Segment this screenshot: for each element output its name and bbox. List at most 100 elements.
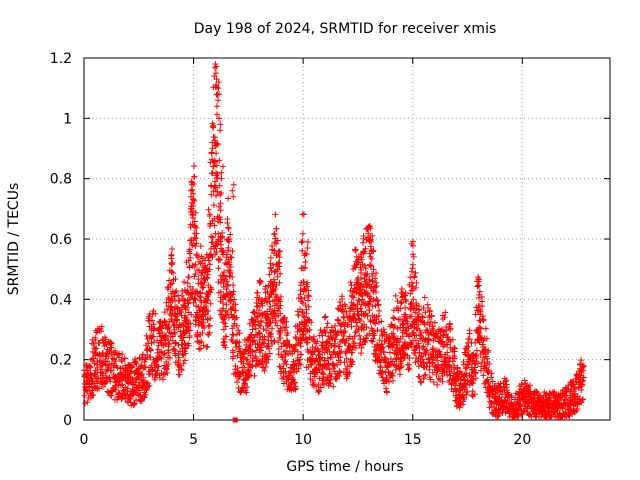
data-point [161, 318, 168, 325]
data-point [391, 315, 398, 322]
data-point [391, 333, 398, 340]
data-point [196, 267, 203, 274]
data-point [397, 364, 404, 371]
data-point [305, 303, 312, 310]
y-tick-label: 1 [63, 111, 72, 127]
data-point [299, 230, 306, 237]
y-tick-label: 0 [63, 413, 72, 429]
data-point [171, 326, 178, 333]
outlier-point [229, 187, 236, 194]
data-point [354, 301, 361, 308]
data-point [235, 343, 242, 350]
data-point [185, 274, 192, 281]
data-point [579, 396, 586, 403]
data-point [168, 261, 175, 268]
data-point [525, 384, 532, 391]
data-point [247, 352, 254, 359]
data-point [127, 395, 134, 402]
outlier-point [213, 172, 220, 179]
data-point [212, 184, 219, 191]
data-point [366, 299, 373, 306]
data-point [438, 339, 445, 346]
data-point [224, 282, 231, 289]
data-point [186, 296, 193, 303]
data-point [484, 376, 491, 383]
data-point [299, 247, 306, 254]
data-point [223, 251, 230, 258]
data-point [225, 247, 232, 254]
data-point [447, 364, 454, 371]
data-point [361, 262, 368, 269]
y-tick-label: 0.2 [50, 353, 72, 369]
data-point [410, 329, 417, 336]
data-point [572, 390, 579, 397]
data-point [152, 310, 159, 317]
data-point [354, 319, 361, 326]
data-point [442, 309, 449, 316]
data-point [269, 325, 276, 332]
data-point [291, 380, 298, 387]
data-point [151, 325, 158, 332]
data-point [141, 394, 148, 401]
data-point [390, 314, 397, 321]
data-point [356, 287, 363, 294]
data-point [174, 311, 181, 318]
data-point [347, 279, 354, 286]
data-point [272, 285, 279, 292]
data-point [316, 348, 323, 355]
data-point [264, 353, 271, 360]
data-point [182, 357, 189, 364]
data-point [92, 336, 99, 343]
data-point [369, 303, 376, 310]
data-point [409, 283, 416, 290]
data-point [430, 379, 437, 386]
outlier-point [188, 187, 195, 194]
data-point [302, 322, 309, 329]
data-point [208, 191, 215, 198]
data-point [473, 347, 480, 354]
data-point [410, 253, 417, 260]
data-point [342, 328, 349, 335]
data-point [84, 399, 91, 406]
data-point [186, 332, 193, 339]
data-point [433, 371, 440, 378]
data-point [178, 366, 185, 373]
data-point [246, 370, 253, 377]
data-point [239, 368, 246, 375]
data-point [99, 383, 106, 390]
data-point [446, 368, 453, 375]
data-point [523, 383, 530, 390]
data-point [98, 323, 105, 330]
data-point [402, 311, 409, 318]
outlier-point [190, 190, 197, 197]
data-point [391, 336, 398, 343]
data-point [278, 343, 285, 350]
data-point [453, 388, 460, 395]
data-point [369, 248, 376, 255]
data-point [166, 354, 173, 361]
data-point [342, 303, 349, 310]
data-point [228, 254, 235, 261]
data-point [158, 355, 165, 362]
data-point [469, 375, 476, 382]
data-point [337, 328, 344, 335]
data-point [87, 363, 94, 370]
data-point [297, 361, 304, 368]
data-point [254, 289, 261, 296]
data-point [353, 323, 360, 330]
data-point [211, 222, 218, 229]
data-point [170, 269, 177, 276]
data-point [306, 326, 313, 333]
data-point [300, 211, 307, 218]
outlier-point [190, 196, 197, 203]
data-point [328, 342, 335, 349]
data-point [134, 391, 141, 398]
data-point [370, 319, 377, 326]
data-point [204, 343, 211, 350]
data-point [296, 327, 303, 334]
data-point [416, 306, 423, 313]
data-point [249, 337, 256, 344]
x-axis-label: GPS time / hours [286, 459, 403, 475]
data-point [204, 275, 211, 282]
